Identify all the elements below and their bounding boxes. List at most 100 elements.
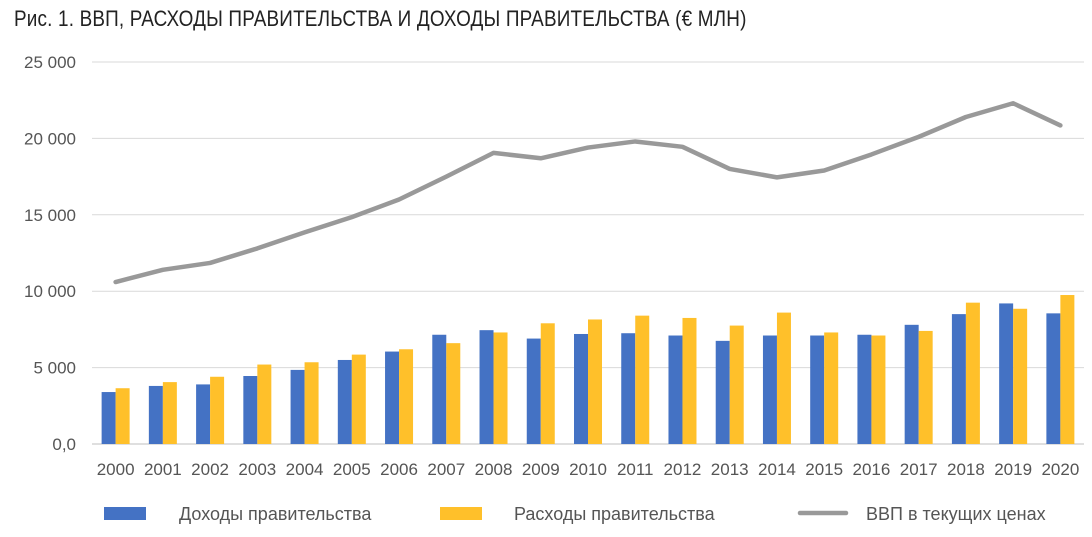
gdp-point-2009 bbox=[540, 157, 542, 159]
x-tick-label: 2009 bbox=[522, 460, 560, 479]
gdp-point-2005 bbox=[351, 216, 353, 218]
x-tick-label: 2005 bbox=[333, 460, 371, 479]
bar-expenditure-2006 bbox=[399, 349, 414, 444]
chart-title: Рис. 1. ВВП, РАСХОДЫ ПРАВИТЕЛЬСТВА И ДОХ… bbox=[14, 6, 747, 31]
gdp-point-2019 bbox=[1012, 102, 1014, 104]
y-tick-label: 25 000 bbox=[24, 53, 76, 72]
gdp-point-2020 bbox=[1059, 124, 1061, 126]
bar-expenditure-2015 bbox=[824, 332, 839, 444]
x-tick-label: 2018 bbox=[947, 460, 985, 479]
bar-expenditure-2018 bbox=[965, 302, 980, 444]
bar-revenue-2007 bbox=[432, 334, 447, 444]
gdp-point-2004 bbox=[304, 231, 306, 233]
bar-expenditure-2005 bbox=[351, 354, 366, 444]
x-tick-label: 2019 bbox=[994, 460, 1032, 479]
legend-label-gdp: ВВП в текущих ценах bbox=[866, 504, 1046, 524]
gdp-point-2015 bbox=[823, 169, 825, 171]
x-tick-label: 2007 bbox=[427, 460, 465, 479]
gdp-point-2003 bbox=[256, 247, 258, 249]
bar-revenue-2020 bbox=[1046, 313, 1061, 444]
y-tick-label: 10 000 bbox=[24, 282, 76, 301]
bar-expenditure-2004 bbox=[304, 362, 319, 444]
bar-revenue-2002 bbox=[196, 384, 211, 444]
y-tick-label: 20 000 bbox=[24, 129, 76, 148]
bar-expenditure-2010 bbox=[588, 319, 602, 444]
x-tick-label: 2017 bbox=[900, 460, 938, 479]
bar-expenditure-2001 bbox=[162, 382, 177, 444]
gdp-point-2000 bbox=[115, 281, 117, 283]
bar-expenditure-2020 bbox=[1060, 295, 1075, 444]
y-axis: 0,0 5 000 10 000 15 000 20 000 25 000 bbox=[24, 53, 76, 454]
bar-expenditure-2017 bbox=[918, 330, 933, 444]
x-tick-label: 2014 bbox=[758, 460, 796, 479]
x-tick-label: 2002 bbox=[191, 460, 229, 479]
gdp-line bbox=[113, 101, 1063, 285]
bar-expenditure-2011 bbox=[635, 315, 650, 444]
bar-revenue-2019 bbox=[999, 303, 1014, 444]
gdp-line-group bbox=[113, 101, 1063, 285]
gdp-point-2013 bbox=[729, 168, 731, 170]
x-tick-label: 2013 bbox=[711, 460, 749, 479]
x-tick-label: 2015 bbox=[805, 460, 843, 479]
bar-revenue-2016 bbox=[857, 334, 872, 444]
bar-revenue-2000 bbox=[101, 392, 116, 444]
bar-revenue-2018 bbox=[951, 314, 966, 444]
gdp-point-2014 bbox=[776, 176, 778, 178]
x-tick-label: 2000 bbox=[97, 460, 135, 479]
bar-expenditure-2019 bbox=[1013, 308, 1028, 444]
bar-expenditure-2008 bbox=[493, 332, 508, 444]
gdp-point-2018 bbox=[965, 116, 967, 118]
bar-expenditure-2013 bbox=[729, 325, 744, 444]
legend-swatch-revenue bbox=[104, 507, 146, 520]
x-tick-label: 2004 bbox=[286, 460, 324, 479]
x-tick-label: 2016 bbox=[853, 460, 891, 479]
bar-expenditure-2003 bbox=[257, 364, 272, 444]
legend-label-revenue: Доходы правительства bbox=[179, 504, 372, 524]
bar-revenue-2017 bbox=[904, 324, 919, 444]
x-tick-label: 2012 bbox=[664, 460, 702, 479]
bars bbox=[101, 295, 1075, 444]
gdp-point-2016 bbox=[870, 153, 872, 155]
bar-expenditure-2012 bbox=[682, 317, 697, 444]
bar-revenue-2015 bbox=[810, 335, 825, 444]
legend-swatch-expenditure bbox=[440, 507, 482, 520]
gdp-point-2006 bbox=[398, 199, 400, 201]
bar-expenditure-2002 bbox=[210, 376, 225, 444]
y-tick-label: 0,0 bbox=[52, 435, 76, 454]
legend: Доходы правительства Расходы правительств… bbox=[104, 504, 1046, 524]
gdp-point-2001 bbox=[162, 269, 164, 271]
legend-label-expenditure: Расходы правительства bbox=[514, 504, 716, 524]
bar-expenditure-2009 bbox=[540, 323, 555, 444]
bar-expenditure-2014 bbox=[776, 312, 791, 444]
bar-revenue-2014 bbox=[762, 335, 777, 444]
bar-revenue-2013 bbox=[715, 340, 730, 444]
x-tick-label: 2010 bbox=[569, 460, 607, 479]
x-tick-label: 2011 bbox=[617, 460, 654, 479]
gdp-point-2002 bbox=[209, 262, 211, 264]
x-tick-label: 2008 bbox=[475, 460, 513, 479]
bar-revenue-2005 bbox=[337, 359, 352, 444]
bar-revenue-2010 bbox=[574, 333, 588, 444]
x-tick-label: 2003 bbox=[238, 460, 276, 479]
gdp-point-2012 bbox=[681, 146, 683, 148]
gdp-point-2010 bbox=[587, 147, 589, 149]
bar-expenditure-2016 bbox=[871, 335, 886, 444]
x-tick-label: 2020 bbox=[1041, 460, 1079, 479]
bar-revenue-2008 bbox=[479, 330, 494, 444]
bar-revenue-2003 bbox=[243, 376, 258, 444]
bar-revenue-2006 bbox=[385, 351, 400, 444]
y-tick-label: 15 000 bbox=[24, 206, 76, 225]
gdp-point-2008 bbox=[493, 152, 495, 154]
gdp-point-2011 bbox=[634, 140, 636, 142]
bar-revenue-2009 bbox=[526, 338, 541, 444]
bar-revenue-2001 bbox=[148, 385, 163, 444]
x-tick-label: 2001 bbox=[144, 460, 182, 479]
bar-expenditure-2007 bbox=[446, 343, 461, 444]
bar-revenue-2012 bbox=[668, 335, 683, 444]
x-tick-label: 2006 bbox=[380, 460, 418, 479]
bar-revenue-2011 bbox=[621, 333, 636, 444]
gdp-point-2017 bbox=[918, 136, 920, 138]
gdp-point-2007 bbox=[445, 176, 447, 178]
bar-expenditure-2000 bbox=[115, 388, 130, 444]
